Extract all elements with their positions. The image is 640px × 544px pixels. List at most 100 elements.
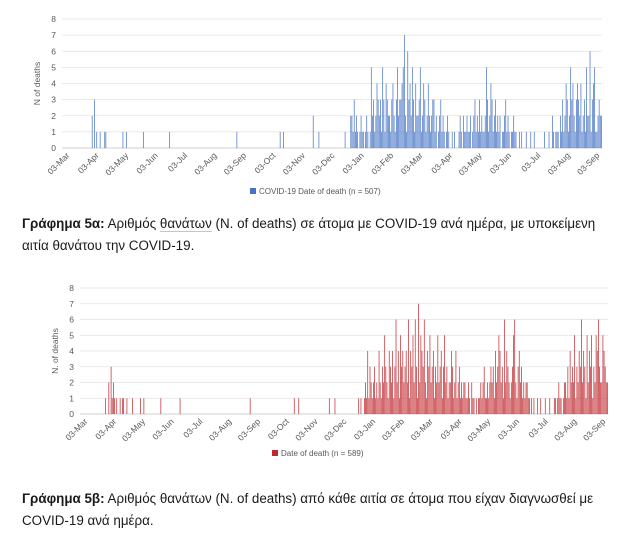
bar xyxy=(533,131,535,149)
bar xyxy=(494,398,495,414)
bar xyxy=(360,115,362,148)
bar xyxy=(504,115,505,148)
y-axis-label: N. of deaths xyxy=(50,328,60,374)
x-tick-label: 03-Mar xyxy=(409,416,435,442)
bar xyxy=(583,351,585,414)
bar xyxy=(603,351,605,414)
bar xyxy=(417,115,419,148)
bar xyxy=(462,398,464,414)
bar xyxy=(599,366,600,414)
bar xyxy=(389,115,390,148)
bar xyxy=(360,398,362,414)
bar xyxy=(126,398,128,414)
bar xyxy=(444,335,445,414)
bar xyxy=(576,99,577,149)
bar xyxy=(582,382,583,414)
bar xyxy=(591,335,592,414)
y-tick-label: 2 xyxy=(69,378,74,388)
bar xyxy=(365,131,366,149)
bar xyxy=(407,51,409,148)
bar xyxy=(518,351,520,414)
bar xyxy=(519,131,520,149)
bar xyxy=(132,398,133,414)
bar xyxy=(382,366,383,414)
bar xyxy=(283,131,284,149)
bar xyxy=(418,303,419,414)
bar xyxy=(411,366,413,414)
bar xyxy=(369,366,371,414)
bar xyxy=(406,382,408,414)
y-tick-label: 1 xyxy=(69,393,74,403)
bar xyxy=(596,131,598,149)
caption-text: Αριθμός θανάτων (N. of deaths) από κάθε … xyxy=(22,491,594,528)
bar xyxy=(488,398,490,414)
bar xyxy=(413,99,414,149)
bar xyxy=(594,67,595,149)
x-tick-label: 03-Oct xyxy=(252,150,278,176)
bar xyxy=(549,398,551,414)
bar xyxy=(455,351,457,414)
bar xyxy=(572,366,573,414)
x-tick-label: 03-Jun xyxy=(134,150,160,176)
x-tick-label: 03-Feb xyxy=(369,150,395,176)
bar xyxy=(460,131,462,149)
y-tick-label: 8 xyxy=(51,14,56,24)
bar xyxy=(373,382,374,414)
x-tick-label: 03-Apr xyxy=(429,150,454,175)
bar xyxy=(540,398,542,414)
bar xyxy=(140,398,141,414)
bar xyxy=(179,398,181,414)
y-axis-label: N of deaths xyxy=(32,62,42,105)
bar xyxy=(513,335,514,414)
x-tick-label: 03-Jul xyxy=(181,416,205,440)
y-tick-label: 3 xyxy=(69,362,74,372)
bar xyxy=(464,131,466,149)
bar xyxy=(357,131,358,149)
bar xyxy=(505,99,507,149)
bar xyxy=(496,131,497,149)
bar xyxy=(382,67,384,149)
bar xyxy=(553,398,555,414)
bar xyxy=(427,83,429,148)
bar xyxy=(466,398,468,414)
bar xyxy=(377,398,379,414)
bar xyxy=(96,131,98,149)
bar xyxy=(441,131,443,149)
bar xyxy=(507,115,509,148)
x-tick-label: 03-Aug xyxy=(192,150,219,177)
bar xyxy=(449,382,451,414)
bar xyxy=(590,131,592,149)
bar xyxy=(452,366,453,414)
bar xyxy=(447,398,449,414)
bar xyxy=(566,99,568,149)
bar xyxy=(298,398,300,414)
bar xyxy=(99,131,101,149)
bar xyxy=(400,99,402,149)
bar xyxy=(119,398,121,414)
bar xyxy=(504,319,505,414)
bar xyxy=(432,99,434,149)
x-tick-label: 03-Aug xyxy=(546,150,573,177)
bar xyxy=(456,398,458,414)
bar xyxy=(501,366,503,414)
bar xyxy=(562,398,564,414)
bar xyxy=(396,99,397,149)
y-tick-label: 4 xyxy=(51,79,56,89)
bar xyxy=(498,335,500,414)
bar xyxy=(574,131,576,149)
legend-swatch xyxy=(250,188,256,194)
x-tick-label: 03-Jun xyxy=(496,416,522,442)
bar xyxy=(403,35,405,149)
y-tick-label: 1 xyxy=(51,127,56,137)
bar xyxy=(489,382,491,414)
bar xyxy=(489,115,491,148)
y-tick-label: 8 xyxy=(69,283,74,293)
bar xyxy=(478,131,479,149)
bar xyxy=(607,382,608,414)
bar xyxy=(391,382,392,414)
bar xyxy=(392,351,393,414)
caption-text: Αριθμός xyxy=(104,216,160,231)
bar xyxy=(423,319,425,414)
bar xyxy=(588,351,590,414)
bar xyxy=(605,382,607,414)
